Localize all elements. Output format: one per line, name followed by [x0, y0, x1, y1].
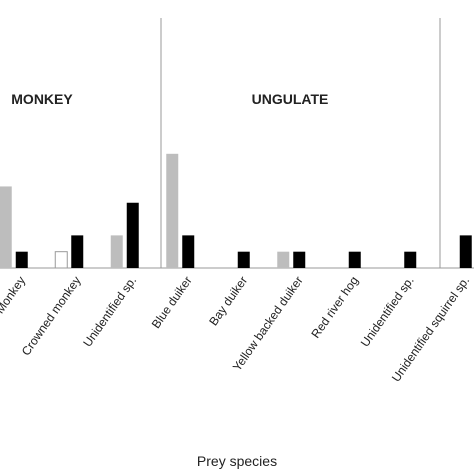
bar	[126, 202, 139, 268]
x-tick-label: Unidentified sp.	[358, 274, 417, 350]
bar	[110, 235, 123, 268]
bar	[277, 251, 290, 268]
bar	[404, 251, 417, 268]
x-tick-label: Bay duiker	[206, 274, 250, 328]
bar	[71, 235, 84, 268]
x-tick-label: Crowned monkey	[19, 274, 84, 359]
bar	[459, 235, 472, 268]
x-axis-title: Prey species	[197, 453, 277, 469]
bar	[293, 251, 306, 268]
group-label: MONKEY	[11, 91, 73, 107]
bar	[0, 186, 12, 268]
x-tick-label: Red river hog	[308, 274, 361, 341]
bar	[237, 251, 250, 268]
group-label: UNGULATE	[252, 91, 329, 107]
bar	[348, 251, 361, 268]
x-tick-label: Blue duiker	[149, 274, 195, 331]
bar	[54, 251, 68, 269]
x-tick-label: Unidentified sp.	[80, 274, 139, 350]
bar	[166, 153, 179, 268]
bar	[182, 235, 195, 268]
x-tick-label: Monkey	[0, 274, 28, 316]
bar	[15, 251, 28, 268]
